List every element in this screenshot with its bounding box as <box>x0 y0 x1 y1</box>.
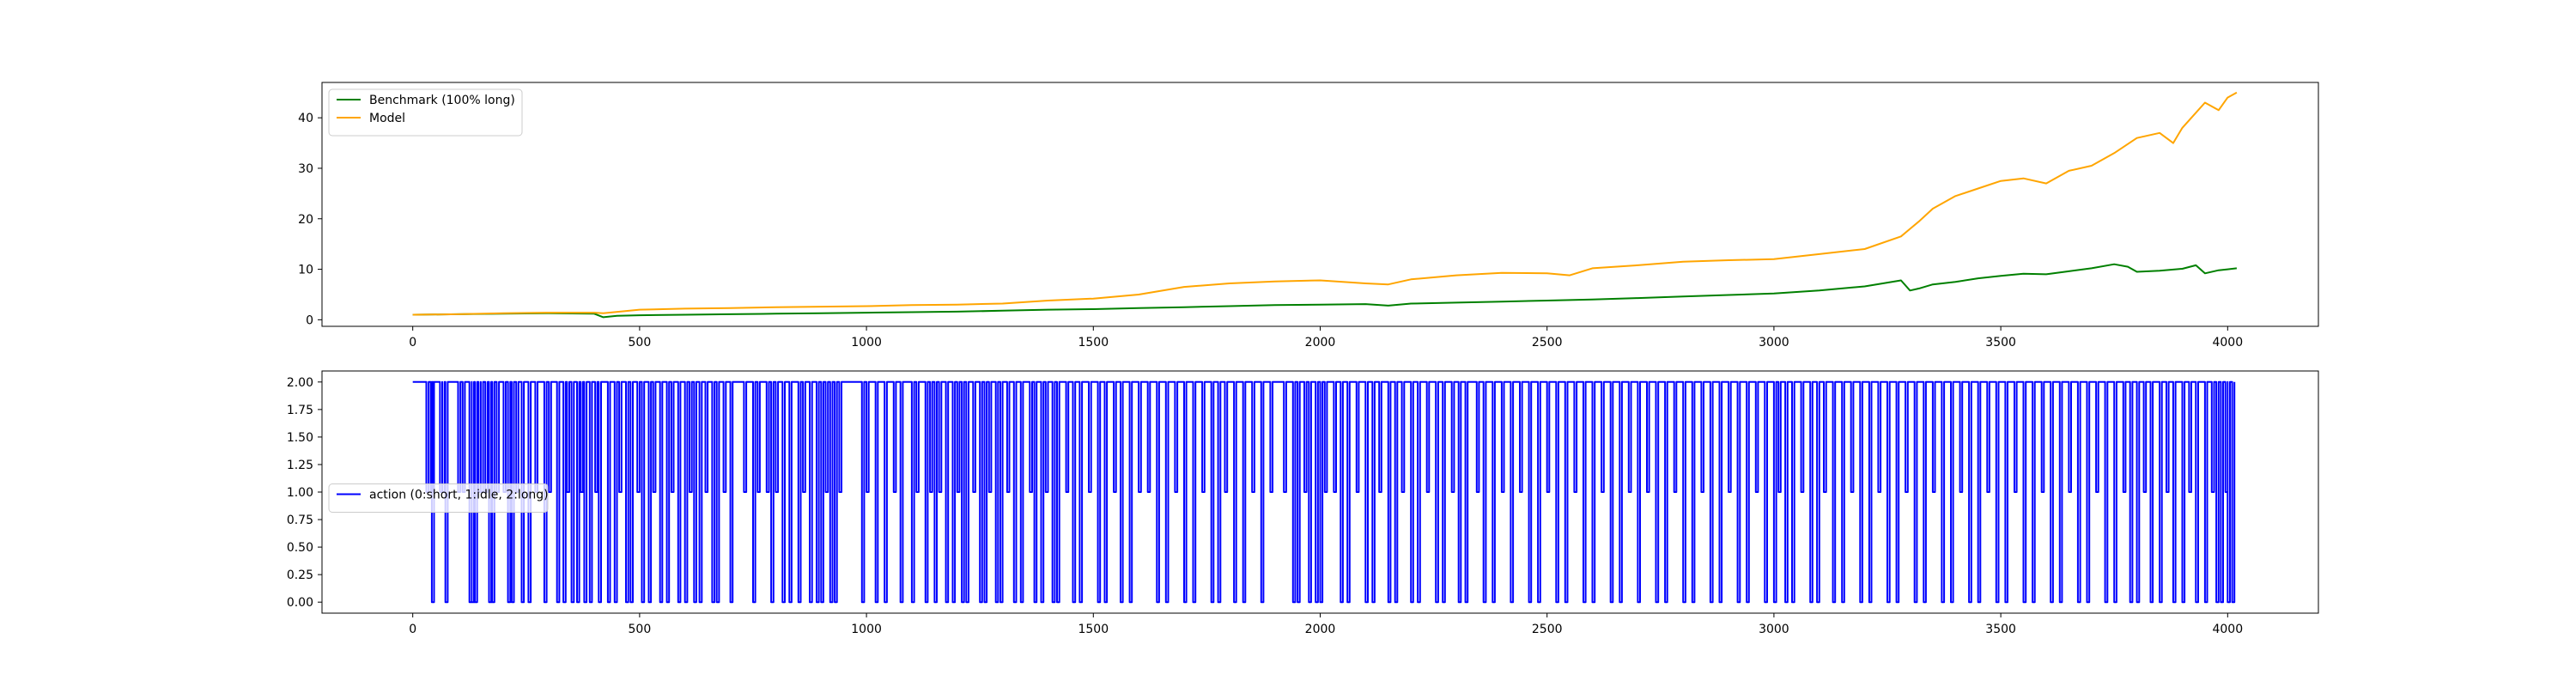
top-chart-series-line-1 <box>412 91 2238 316</box>
bottom-chart-y-tick-label: 0.50 <box>287 541 313 555</box>
top-chart-y-tick-label: 20 <box>298 213 313 227</box>
bottom-chart-x-tick-label: 3500 <box>1985 623 2016 636</box>
bottom-chart-x-tick-label: 4000 <box>2212 623 2243 636</box>
top-chart-x-tick-label: 1500 <box>1078 336 1109 350</box>
bottom-chart-x-tick-label: 500 <box>629 623 652 636</box>
top-chart-series-line-0 <box>412 263 2238 319</box>
bottom-chart-y-tick-label: 1.50 <box>287 431 313 445</box>
bottom-chart-x-tick-label: 1500 <box>1078 623 1109 636</box>
top-chart-y-tick-label: 30 <box>298 162 313 176</box>
bottom-chart-legend-box <box>328 483 549 513</box>
bottom-chart-x-tick-label: 3000 <box>1759 623 1789 636</box>
top-chart-y-tick-label: 10 <box>298 264 313 277</box>
top-chart-legend-label: Benchmark (100% long) <box>369 94 515 107</box>
top-chart-x-tick-label: 500 <box>629 336 652 350</box>
top-chart-x-tick-label: 3000 <box>1759 336 1789 350</box>
bottom-chart-y-tick-label: 2.00 <box>287 376 313 390</box>
top-chart-y-tick-label: 0 <box>306 313 313 327</box>
top-chart-x-ticks: 0 500 1000 1500 2000 2500 3000 3500 4000 <box>409 326 2243 350</box>
top-chart-x-tick-label: 1000 <box>851 336 882 350</box>
top-chart-axes: 0 500 1000 1500 2000 2500 3000 3500 4000 0 10 20 30… <box>298 82 2319 350</box>
top-chart-x-tick-label: 0 <box>409 336 416 350</box>
bottom-chart-y-tick-label: 0.75 <box>287 514 313 527</box>
bottom-chart-y-tick-label: 1.75 <box>287 404 313 417</box>
bottom-chart-legend: action (0:short, 1:idle, 2:long) <box>328 483 549 513</box>
bottom-chart-plot-area <box>412 380 2236 604</box>
bottom-chart-x-tick-label: 2500 <box>1532 623 1563 636</box>
bottom-chart-x-tick-label: 0 <box>409 623 416 636</box>
bottom-chart-y-tick-label: 1.25 <box>287 459 313 472</box>
bottom-chart-y-tick-label: 0.25 <box>287 568 313 582</box>
top-chart-x-tick-label: 2000 <box>1305 336 1336 350</box>
bottom-chart-legend-label: action (0:short, 1:idle, 2:long) <box>369 489 549 502</box>
top-chart-legend-label: Model <box>369 112 405 125</box>
bottom-chart-x-ticks: 0 500 1000 1500 2000 2500 3000 3500 4000 <box>409 613 2243 636</box>
top-chart-legend-box <box>328 88 523 137</box>
bottom-chart-y-tick-label: 1.00 <box>287 486 313 500</box>
top-chart-legend: Benchmark (100% long) Model <box>328 88 523 137</box>
bottom-chart-y-tick-label: 0.00 <box>287 596 313 610</box>
bottom-chart-axes: 0 500 1000 1500 2000 2500 3000 3500 4000 0.00 0.2… <box>287 370 2319 636</box>
top-chart-y-tick-label: 40 <box>298 112 313 125</box>
bottom-chart-x-tick-label: 2000 <box>1305 623 1336 636</box>
bottom-chart-x-tick-label: 1000 <box>851 623 882 636</box>
top-chart-x-tick-label: 4000 <box>2212 336 2243 350</box>
bottom-chart-series-line-0 <box>412 380 2236 604</box>
top-chart-plot-area <box>412 91 2238 319</box>
top-chart-x-tick-label: 3500 <box>1985 336 2016 350</box>
top-chart-x-tick-label: 2500 <box>1532 336 1563 350</box>
top-chart-y-ticks: 0 10 20 30 40 <box>298 112 322 327</box>
bottom-chart-y-ticks: 0.00 0.25 0.50 0.75 1.00 1.25 1.50 1.75 2.00 <box>287 376 322 610</box>
